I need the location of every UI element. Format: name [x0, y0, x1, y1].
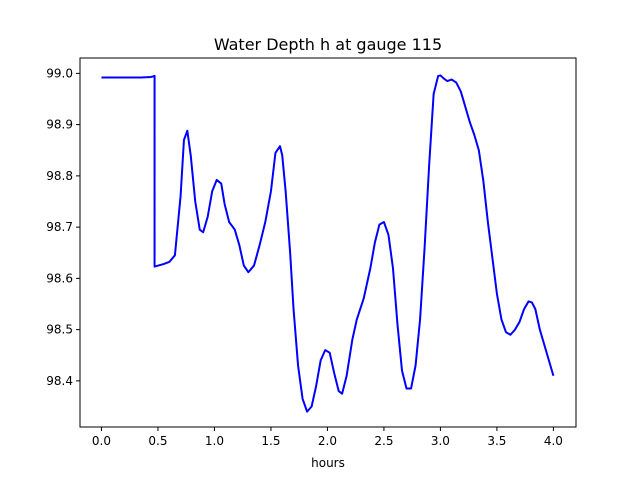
x-tick-label: 2.5 [374, 434, 393, 448]
y-tick-label: 99.0 [46, 66, 73, 80]
x-tick-label: 0.0 [92, 434, 111, 448]
y-tick-label: 98.4 [46, 374, 73, 388]
x-tick-label: 1.0 [205, 434, 224, 448]
y-tick-label: 98.9 [46, 118, 73, 132]
x-axis-ticks: 0.0 0.5 1.0 1.5 2.0 2.5 3.0 3.5 4.0 [92, 427, 563, 448]
x-tick-label: 3.5 [487, 434, 506, 448]
x-tick-label: 2.0 [318, 434, 337, 448]
y-tick-label: 98.6 [46, 271, 73, 285]
series-line [101, 74, 555, 413]
y-tick-label: 98.7 [46, 220, 73, 234]
chart-title: Water Depth h at gauge 115 [214, 35, 442, 54]
plot-area [80, 58, 576, 427]
x-tick-label: 1.5 [261, 434, 280, 448]
plot-frame [79, 57, 577, 428]
x-tick-label: 3.0 [431, 434, 450, 448]
y-axis-ticks: 98.4 98.5 98.6 98.7 98.8 98.9 99.0 [46, 66, 80, 388]
y-tick-label: 98.8 [46, 169, 73, 183]
x-tick-label: 4.0 [544, 434, 563, 448]
x-tick-label: 0.5 [148, 434, 167, 448]
y-tick-label: 98.5 [46, 323, 73, 337]
x-axis-label: hours [311, 456, 345, 470]
